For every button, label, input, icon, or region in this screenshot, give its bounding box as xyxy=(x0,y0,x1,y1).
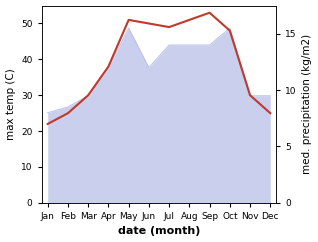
Y-axis label: max temp (C): max temp (C) xyxy=(5,68,16,140)
X-axis label: date (month): date (month) xyxy=(118,227,200,236)
Y-axis label: med. precipitation (kg/m2): med. precipitation (kg/m2) xyxy=(302,34,313,174)
